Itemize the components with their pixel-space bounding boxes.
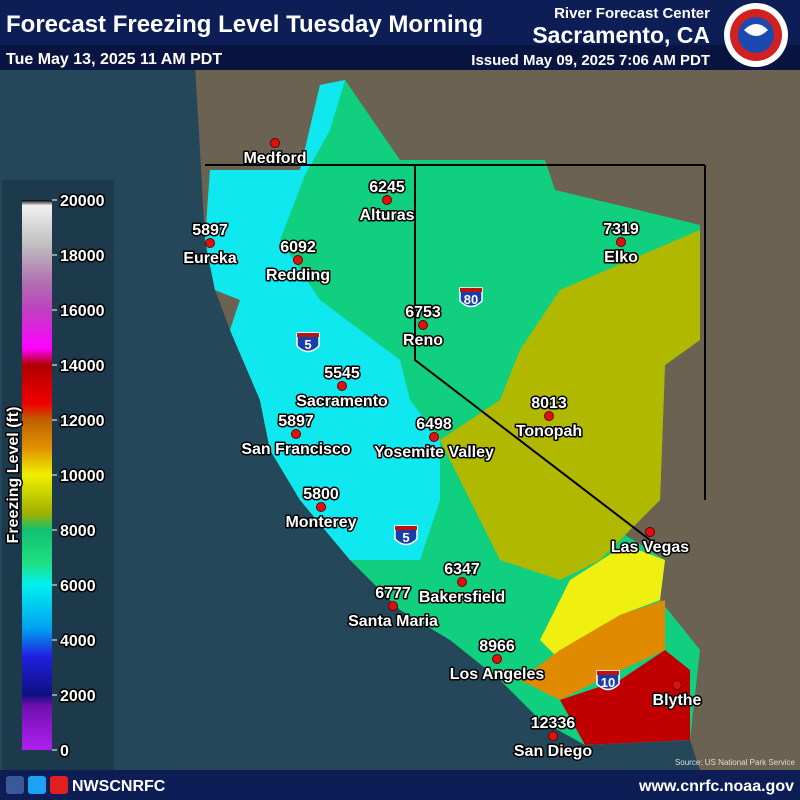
colorbar-tick-label: 18000: [60, 248, 105, 265]
interstate-shield: [296, 332, 320, 353]
city-name: Yosemite Valley: [374, 444, 494, 461]
interstate-shield-top: [395, 526, 417, 530]
city-dot: [418, 320, 428, 330]
city-dot: [645, 527, 655, 537]
city-name: Monterey: [285, 514, 356, 531]
state-borders: [205, 164, 706, 541]
nws-logo: [724, 3, 788, 67]
city-value: 6777: [375, 585, 411, 602]
legend-panel: [2, 180, 114, 770]
city-name: Bakersfield: [419, 589, 505, 606]
city-dot: [293, 255, 303, 265]
legend-label: Freezing Level (ft): [5, 407, 22, 544]
interstate-number: 80: [464, 292, 478, 307]
issued: Issued May 09, 2025 7:06 AM PDT: [471, 52, 710, 69]
city-dot: [616, 237, 626, 247]
colorbar-tick-label: 2000: [60, 688, 96, 705]
city-name: Los Angeles: [450, 666, 545, 683]
zone-olive: [440, 230, 700, 580]
colorbar-tick-label: 14000: [60, 358, 105, 375]
social-handle[interactable]: NWSCNRFC: [72, 778, 166, 795]
website[interactable]: www.cnrfc.noaa.gov: [638, 778, 794, 795]
office: Sacramento, CA: [532, 22, 710, 48]
colorbar-tick-label: 16000: [60, 303, 105, 320]
interstate-number: 5: [304, 337, 311, 352]
city-dot: [492, 654, 502, 664]
city-name: Tonopah: [516, 423, 582, 440]
twitter-icon[interactable]: [28, 776, 46, 794]
city-value: 6753: [405, 304, 441, 321]
interstate-number: 5: [402, 530, 409, 545]
city-value: 12336: [531, 715, 576, 732]
colorbar-tick-label: 4000: [60, 633, 96, 650]
city-value: 7319: [603, 221, 639, 238]
colorbar-tick-label: 10000: [60, 468, 105, 485]
zone-orange: [520, 600, 665, 700]
youtube-icon[interactable]: [50, 776, 68, 794]
city-dot: [382, 195, 392, 205]
city-value: 6092: [280, 239, 316, 256]
city-name: Medford: [243, 150, 306, 167]
city-value: 6347: [444, 561, 480, 578]
interstate-shield: [459, 287, 483, 308]
valid-time: Tue May 13, 2025 11 AM PDT: [6, 51, 222, 68]
facebook-icon[interactable]: [6, 776, 24, 794]
city-dot: [457, 577, 467, 587]
colorbar-tick-label: 0: [60, 743, 69, 760]
city-name: Reno: [403, 332, 443, 349]
interstate-number: 10: [601, 675, 615, 690]
interstate-shield: [596, 670, 620, 691]
city-name: Elko: [604, 249, 638, 266]
footer-bar: [0, 770, 800, 800]
city-dot: [388, 601, 398, 611]
agency: River Forecast Center: [554, 5, 710, 22]
interstate-shield: [394, 525, 418, 546]
colorbar: [22, 200, 52, 750]
colorbar-tick-label: 6000: [60, 578, 96, 595]
city-dot: [337, 381, 347, 391]
zone-cyan: [205, 80, 440, 560]
city-dot: [316, 502, 326, 512]
city-value: 5897: [278, 413, 314, 430]
header-subbar: [0, 45, 800, 70]
city-dot: [429, 432, 439, 442]
city-name: Redding: [266, 267, 330, 284]
city-value: 8013: [531, 395, 567, 412]
zone-yellow: [540, 545, 665, 660]
city-name: Alturas: [359, 207, 414, 224]
city-name: Las Vegas: [611, 539, 689, 556]
city-value: 5800: [303, 486, 339, 503]
colorbar-tick-label: 12000: [60, 413, 105, 430]
zone-red: [560, 650, 690, 745]
title: Forecast Freezing Level Tuesday Morning: [6, 11, 483, 38]
colorbar-tick-label: 20000: [60, 193, 105, 210]
city-name: San Diego: [514, 743, 592, 760]
city-value: 5897: [192, 222, 228, 239]
interstate-shield-top: [597, 671, 619, 675]
header-bar: [0, 0, 800, 45]
source: Source: US National Park Service: [675, 758, 796, 767]
city-name: Eureka: [183, 250, 236, 267]
city-dot: [270, 138, 280, 148]
city-dot: [672, 680, 682, 690]
interstate-shield-top: [297, 333, 319, 337]
city-dot: [291, 429, 301, 439]
city-dot: [205, 238, 215, 248]
city-dot: [544, 411, 554, 421]
city-dot: [548, 731, 558, 741]
city-name: San Francisco: [241, 441, 351, 458]
city-name: Sacramento: [296, 393, 388, 410]
interstate-shield-top: [460, 288, 482, 292]
city-value: 8966: [479, 638, 515, 655]
city-name: Blythe: [653, 692, 702, 709]
city-value: 6245: [369, 179, 405, 196]
city-value: 5545: [324, 365, 360, 382]
city-name: Santa Maria: [348, 613, 438, 630]
city-value: 6498: [416, 416, 452, 433]
colorbar-tick-label: 8000: [60, 523, 96, 540]
